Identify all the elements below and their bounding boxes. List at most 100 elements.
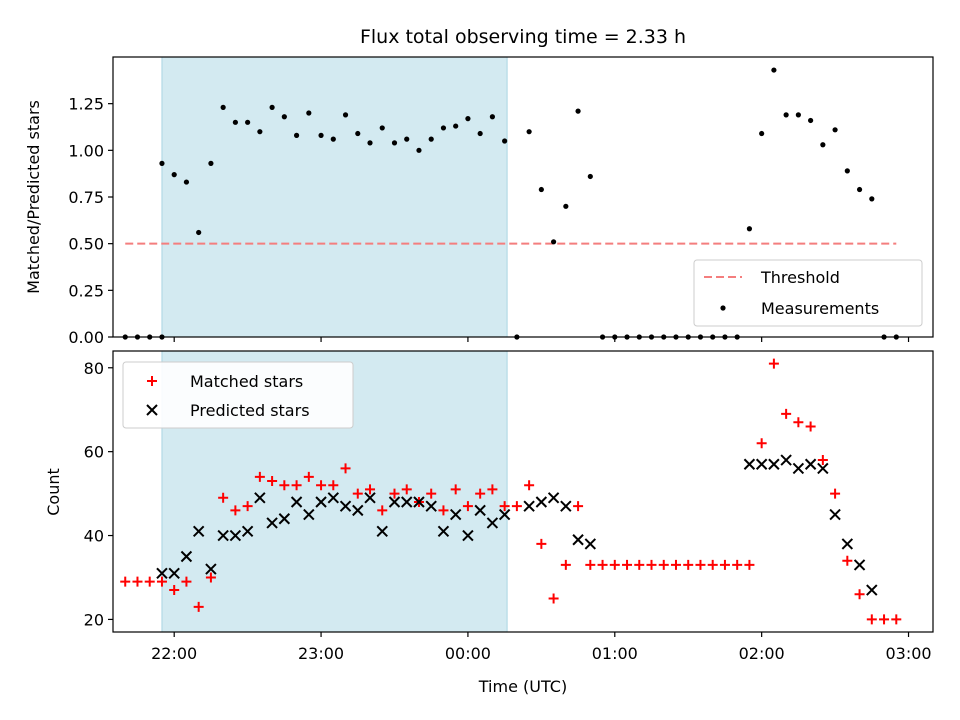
measurement-point bbox=[502, 138, 508, 144]
measurement-point bbox=[563, 203, 569, 209]
matched-stars-point bbox=[866, 614, 877, 625]
matched-stars-point bbox=[303, 471, 314, 482]
y-tick-label: 60 bbox=[84, 443, 104, 462]
matched-stars-point bbox=[560, 559, 571, 570]
legend: Matched stars Predicted stars bbox=[122, 361, 354, 429]
matched-stars-point bbox=[609, 559, 620, 570]
x-tick-label: 01:00 bbox=[592, 644, 638, 663]
count-panel: 20 40 60 80 22:00 23:00 00:00 01:00 02:00 03:00 Ma… bbox=[84, 350, 934, 663]
measurement-point bbox=[538, 186, 544, 193]
plot-frame bbox=[112, 350, 934, 633]
measurement-point bbox=[281, 114, 287, 120]
measurement-point bbox=[869, 196, 875, 202]
measurement-point bbox=[795, 112, 801, 118]
x-tick-label: 22:00 bbox=[151, 644, 197, 663]
measurement-point bbox=[355, 130, 361, 137]
y-tick-label: 0.50 bbox=[68, 235, 104, 254]
predicted-stars-point bbox=[352, 504, 364, 517]
predicted-stars-point bbox=[217, 529, 229, 542]
matched-stars-point bbox=[830, 488, 841, 499]
measurement-point bbox=[746, 226, 753, 232]
measurement-point bbox=[342, 112, 349, 118]
series-matched-stars bbox=[120, 358, 902, 625]
matched-stars-point bbox=[744, 559, 755, 570]
matched-stars-point bbox=[389, 488, 400, 499]
measurement-point bbox=[820, 142, 826, 148]
matched-stars-point bbox=[450, 484, 461, 495]
matched-stars-point bbox=[732, 559, 743, 570]
y-tick-label: 1.25 bbox=[68, 95, 104, 114]
measurement-point bbox=[391, 140, 398, 146]
predicted-stars-point bbox=[290, 496, 303, 508]
matched-stars-point bbox=[340, 463, 351, 474]
matched-stars-point bbox=[377, 505, 388, 516]
predicted-stars-point bbox=[278, 513, 291, 525]
predicted-stars-point bbox=[339, 500, 352, 512]
measurement-point bbox=[220, 104, 226, 110]
legend-box bbox=[122, 361, 354, 429]
y-tick-label: 1.00 bbox=[68, 141, 104, 160]
matched-stars-point bbox=[438, 505, 449, 516]
predicted-stars-point bbox=[180, 550, 193, 563]
measurement-point bbox=[844, 168, 850, 174]
legend-measurements-swatch bbox=[720, 305, 726, 311]
measurement-point bbox=[771, 67, 777, 73]
predicted-stars-point bbox=[535, 496, 548, 508]
predicted-stars-point bbox=[192, 525, 205, 538]
matched-stars-point bbox=[707, 559, 718, 570]
y-tick-label: 40 bbox=[84, 527, 104, 546]
predicted-stars-point bbox=[474, 504, 486, 517]
x-tick-label: 03:00 bbox=[885, 644, 931, 663]
predicted-stars-point bbox=[829, 508, 841, 521]
measurement-point bbox=[465, 116, 471, 122]
legend-label-matched: Matched stars bbox=[190, 372, 303, 391]
legend-box bbox=[693, 259, 923, 327]
matched-stars-point bbox=[181, 576, 192, 587]
measurement-point bbox=[808, 117, 814, 124]
predicted-stars-point bbox=[584, 538, 597, 550]
matched-stars-point bbox=[879, 614, 890, 625]
predicted-stars-point bbox=[498, 508, 511, 521]
measurement-point bbox=[440, 125, 447, 131]
predicted-stars-point bbox=[743, 458, 756, 470]
matched-stars-point bbox=[622, 559, 633, 570]
series-measurements bbox=[122, 67, 899, 340]
legend: Threshold Measurements bbox=[693, 259, 923, 327]
measurement-point bbox=[404, 136, 410, 142]
matched-stars-point bbox=[768, 358, 779, 369]
predicted-stars-point bbox=[437, 525, 450, 538]
predicted-stars-point bbox=[401, 496, 413, 508]
matched-stars-point bbox=[205, 572, 216, 583]
predicted-stars-point bbox=[792, 462, 805, 475]
y-tick-label: 0.25 bbox=[68, 281, 104, 300]
matched-stars-point bbox=[426, 488, 437, 499]
measurement-point bbox=[587, 173, 593, 180]
measurement-point bbox=[257, 129, 263, 135]
predicted-stars-point bbox=[388, 496, 401, 508]
matched-stars-point bbox=[781, 408, 792, 419]
legend-predicted-swatch bbox=[146, 404, 158, 416]
measurement-point bbox=[245, 119, 251, 125]
predicted-stars-point bbox=[376, 525, 388, 538]
predicted-stars-point bbox=[449, 508, 462, 521]
measurement-point bbox=[428, 136, 434, 142]
predicted-stars-point bbox=[254, 492, 266, 504]
matched-stars-point bbox=[891, 614, 902, 625]
matched-stars-point bbox=[156, 576, 167, 587]
matched-stars-point bbox=[242, 501, 253, 512]
bottom-y-axis-label: Count bbox=[44, 468, 63, 516]
matched-stars-point bbox=[585, 559, 596, 570]
predicted-stars-point bbox=[560, 500, 572, 512]
predicted-stars-point bbox=[364, 492, 376, 504]
predicted-stars-point bbox=[156, 567, 168, 579]
matched-stars-point bbox=[683, 559, 694, 570]
matched-stars-point bbox=[719, 559, 730, 570]
x-tick-label: 02:00 bbox=[739, 644, 785, 663]
predicted-stars-point bbox=[523, 500, 535, 512]
legend-label-measurements: Measurements bbox=[761, 299, 879, 318]
predicted-stars-point bbox=[425, 500, 437, 512]
matched-stars-point bbox=[316, 480, 327, 491]
measurement-point bbox=[318, 132, 324, 138]
predicted-stars-point bbox=[413, 496, 425, 508]
measurement-point bbox=[832, 127, 838, 133]
